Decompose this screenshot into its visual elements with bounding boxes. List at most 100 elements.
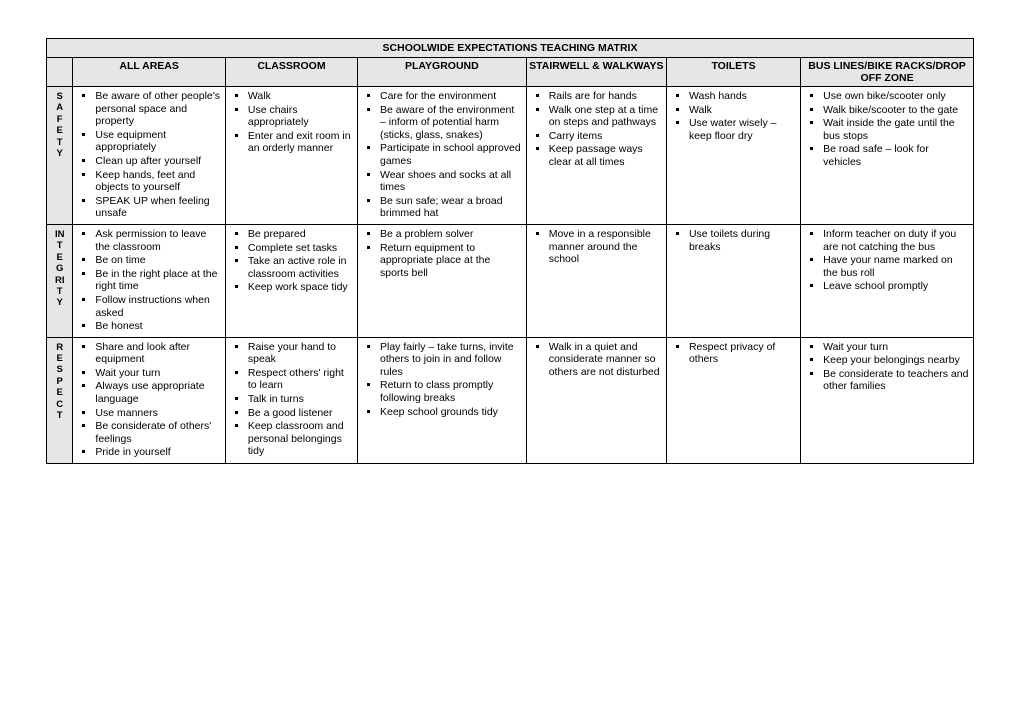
row-label: SAFETY (47, 87, 73, 225)
bullet-list: Respect privacy of others (671, 341, 796, 366)
bullet-item: Keep classroom and personal belongings t… (248, 420, 353, 458)
bullet-list: Wash handsWalkUse water wisely – keep fl… (671, 90, 796, 142)
bullet-list: Walk in a quiet and considerate manner s… (531, 341, 662, 379)
bullet-item: Carry items (549, 130, 662, 143)
bullet-item: Participate in school approved games (380, 142, 522, 167)
matrix-cell: Wait your turnKeep your belongings nearb… (801, 337, 974, 463)
expectations-matrix: SCHOOLWIDE EXPECTATIONS TEACHING MATRIX … (46, 38, 974, 464)
bullet-item: Wash hands (689, 90, 796, 103)
bullet-list: Use toilets during breaks (671, 228, 796, 253)
matrix-row: RESPECTShare and look after equipmentWai… (47, 337, 974, 463)
row-label: RESPECT (47, 337, 73, 463)
matrix-cell: Wash handsWalkUse water wisely – keep fl… (666, 87, 800, 225)
bullet-item: Rails are for hands (549, 90, 662, 103)
bullet-item: Enter and exit room in an orderly manner (248, 130, 353, 155)
bullet-item: Move in a responsible manner around the … (549, 228, 662, 266)
matrix-title: SCHOOLWIDE EXPECTATIONS TEACHING MATRIX (47, 39, 974, 58)
bullet-list: Play fairly – take turns, invite others … (362, 341, 522, 419)
col-head-4: TOILETS (666, 58, 800, 87)
matrix-cell: Be aware of other people's personal spac… (73, 87, 225, 225)
bullet-item: Leave school promptly (823, 280, 969, 293)
matrix-cell: Raise your hand to speakRespect others' … (225, 337, 357, 463)
row-label-char: T (48, 410, 71, 421)
matrix-cell: WalkUse chairs appropriatelyEnter and ex… (225, 87, 357, 225)
matrix-cell: Ask permission to leave the classroomBe … (73, 224, 225, 337)
row-label-char: E (48, 125, 71, 136)
bullet-item: Walk (248, 90, 353, 103)
col-head-1: CLASSROOM (225, 58, 357, 87)
row-label-char: Y (48, 148, 71, 159)
bullet-list: Inform teacher on duty if you are not ca… (805, 228, 969, 293)
matrix-cell: Play fairly – take turns, invite others … (358, 337, 527, 463)
bullet-list: Wait your turnKeep your belongings nearb… (805, 341, 969, 393)
row-label-char: E (48, 252, 71, 263)
bullet-item: Share and look after equipment (95, 341, 220, 366)
bullet-list: Ask permission to leave the classroomBe … (77, 228, 220, 333)
row-label: INTEGRITY (47, 224, 73, 337)
bullet-item: Keep work space tidy (248, 281, 353, 294)
bullet-item: Use chairs appropriately (248, 104, 353, 129)
bullet-list: Rails are for handsWalk one step at a ti… (531, 90, 662, 169)
bullet-item: Use manners (95, 407, 220, 420)
bullet-item: Complete set tasks (248, 242, 353, 255)
bullet-item: Walk (689, 104, 796, 117)
col-head-5: BUS LINES/BIKE RACKS/DROP OFF ZONE (801, 58, 974, 87)
bullet-item: Keep hands, feet and objects to yourself (95, 169, 220, 194)
bullet-item: Be sun safe; wear a broad brimmed hat (380, 195, 522, 220)
matrix-cell: Use toilets during breaks (666, 224, 800, 337)
row-label-char: S (48, 364, 71, 375)
bullet-item: Respect others' right to learn (248, 367, 353, 392)
matrix-cell: Respect privacy of others (666, 337, 800, 463)
bullet-item: Take an active role in classroom activit… (248, 255, 353, 280)
bullet-item: Respect privacy of others (689, 341, 796, 366)
bullet-item: Inform teacher on duty if you are not ca… (823, 228, 969, 253)
bullet-item: Be prepared (248, 228, 353, 241)
bullet-list: Move in a responsible manner around the … (531, 228, 662, 266)
matrix-cell: Walk in a quiet and considerate manner s… (526, 337, 666, 463)
row-label-char: R (48, 342, 71, 353)
column-header-row: ALL AREAS CLASSROOM PLAYGROUND STAIRWELL… (47, 58, 974, 87)
matrix-row: INTEGRITYAsk permission to leave the cla… (47, 224, 974, 337)
bullet-list: Raise your hand to speakRespect others' … (230, 341, 353, 458)
bullet-item: SPEAK UP when feeling unsafe (95, 195, 220, 220)
matrix-cell: Share and look after equipmentWait your … (73, 337, 225, 463)
bullet-item: Use equipment appropriately (95, 129, 220, 154)
bullet-list: Be a problem solverReturn equipment to a… (362, 228, 522, 279)
bullet-list: Be preparedComplete set tasksTake an act… (230, 228, 353, 294)
matrix-cell: Care for the environmentBe aware of the … (358, 87, 527, 225)
bullet-list: WalkUse chairs appropriatelyEnter and ex… (230, 90, 353, 155)
corner-cell (47, 58, 73, 87)
bullet-item: Care for the environment (380, 90, 522, 103)
bullet-item: Wait your turn (95, 367, 220, 380)
row-label-char: T (48, 286, 71, 297)
col-head-0: ALL AREAS (73, 58, 225, 87)
row-label-char: C (48, 399, 71, 410)
bullet-item: Be honest (95, 320, 220, 333)
matrix-cell: Use own bike/scooter onlyWalk bike/scoot… (801, 87, 974, 225)
col-head-2: PLAYGROUND (358, 58, 527, 87)
bullet-item: Walk in a quiet and considerate manner s… (549, 341, 662, 379)
bullet-list: Care for the environmentBe aware of the … (362, 90, 522, 220)
row-label-char: F (48, 114, 71, 125)
title-row: SCHOOLWIDE EXPECTATIONS TEACHING MATRIX (47, 39, 974, 58)
bullet-item: Keep your belongings nearby (823, 354, 969, 367)
bullet-item: Be on time (95, 254, 220, 267)
bullet-item: Wait inside the gate until the bus stops (823, 117, 969, 142)
bullet-item: Return to class promptly following break… (380, 379, 522, 404)
col-head-3: STAIRWELL & WALKWAYS (526, 58, 666, 87)
bullet-item: Be a problem solver (380, 228, 522, 241)
bullet-item: Ask permission to leave the classroom (95, 228, 220, 253)
row-label-char: RI (48, 275, 71, 286)
row-label-char: G (48, 263, 71, 274)
bullet-item: Be considerate to teachers and other fam… (823, 368, 969, 393)
bullet-item: Be road safe – look for vehicles (823, 143, 969, 168)
row-label-char: IN (48, 229, 71, 240)
bullet-item: Raise your hand to speak (248, 341, 353, 366)
matrix-cell: Move in a responsible manner around the … (526, 224, 666, 337)
bullet-item: Be aware of the environment – inform of … (380, 104, 522, 142)
bullet-item: Keep school grounds tidy (380, 406, 522, 419)
row-label-char: E (48, 387, 71, 398)
bullet-item: Follow instructions when asked (95, 294, 220, 319)
matrix-cell: Be a problem solverReturn equipment to a… (358, 224, 527, 337)
matrix-cell: Inform teacher on duty if you are not ca… (801, 224, 974, 337)
